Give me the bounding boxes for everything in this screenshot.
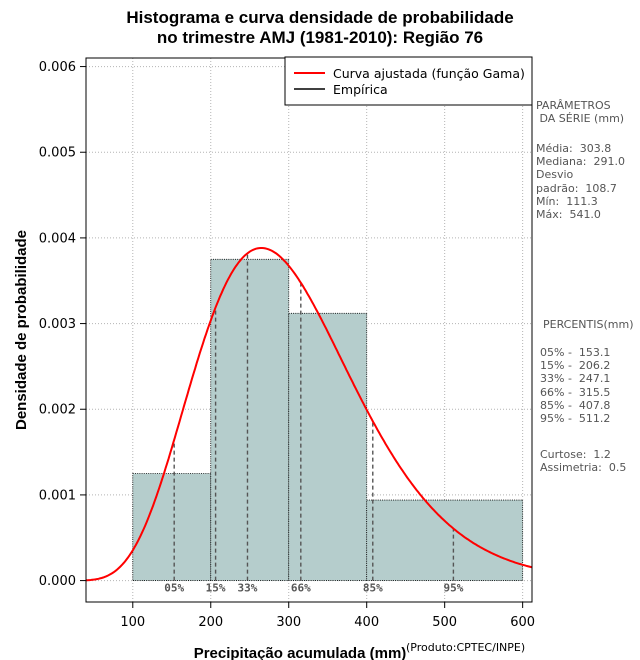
y-tick-label: 0.000 bbox=[39, 574, 76, 589]
y-axis-label: Densidade de probabilidade bbox=[13, 230, 30, 430]
x-tick-label: 100 bbox=[120, 615, 145, 630]
y-tick-label: 0.005 bbox=[39, 146, 76, 161]
histogram-bar bbox=[366, 499, 524, 581]
percentis-values: 05% - 153.1 15% - 206.2 33% - 247.1 66% … bbox=[540, 346, 611, 426]
histogram-bar bbox=[132, 473, 212, 581]
percentis-header: PERCENTIS(mm) bbox=[543, 318, 634, 331]
legend-label-empirical: Empírica bbox=[333, 82, 388, 97]
percentile-label: 33% bbox=[238, 582, 258, 595]
percentile-label: 85% bbox=[363, 582, 383, 595]
percentile-labels: 05% 15% 33% 66% 85% 95% bbox=[164, 582, 463, 595]
y-tick-label: 0.004 bbox=[39, 231, 76, 246]
x-axis-label: Precipitação acumulada (mm) bbox=[194, 645, 407, 660]
legend: Curva ajustada (função Gama) Empírica bbox=[284, 56, 533, 106]
chart-title-line-1: Histograma e curva densidade de probabil… bbox=[126, 8, 514, 27]
y-tick-label: 0.001 bbox=[39, 488, 76, 503]
x-tick-label: 400 bbox=[354, 615, 379, 630]
y-tick-label: 0.006 bbox=[39, 60, 76, 75]
product-credit: (Produto:CPTEC/INPE) bbox=[406, 641, 526, 654]
chart-title: Histograma e curva densidade de probabil… bbox=[60, 8, 580, 48]
percentile-label: 15% bbox=[206, 582, 226, 595]
percentile-label: 95% bbox=[443, 582, 463, 595]
y-tick-label: 0.002 bbox=[39, 403, 76, 418]
params-header: PARÂMETROS DA SÉRIE (mm) bbox=[536, 99, 625, 126]
x-tick-label: 500 bbox=[432, 615, 457, 630]
y-axis: 0.000 0.001 0.002 0.003 0.004 0.005 0.006 bbox=[39, 60, 86, 589]
histogram-bar bbox=[210, 258, 290, 581]
y-tick-label: 0.003 bbox=[39, 317, 76, 332]
x-tick-label: 300 bbox=[276, 615, 301, 630]
x-tick-label: 600 bbox=[510, 615, 535, 630]
percentile-label: 05% bbox=[164, 582, 184, 595]
params-values: Média: 303.8 Mediana: 291.0 Desvio padrã… bbox=[536, 142, 625, 222]
histogram-bars bbox=[132, 258, 524, 581]
shape-stats: Curtose: 1.2 Assimetria: 0.5 bbox=[540, 448, 627, 475]
legend-box bbox=[284, 56, 533, 106]
x-tick-label: 200 bbox=[198, 615, 223, 630]
histogram-bar bbox=[288, 312, 368, 581]
gamma-curve bbox=[85, 247, 533, 582]
x-axis: 100 200 300 400 500 600 bbox=[120, 602, 535, 630]
percentile-lines bbox=[173, 253, 455, 581]
chart-title-line-2: no trimestre AMJ (1981-2010): Região 76 bbox=[156, 28, 484, 47]
percentile-label: 66% bbox=[291, 582, 311, 595]
legend-label-curve: Curva ajustada (função Gama) bbox=[333, 66, 525, 81]
